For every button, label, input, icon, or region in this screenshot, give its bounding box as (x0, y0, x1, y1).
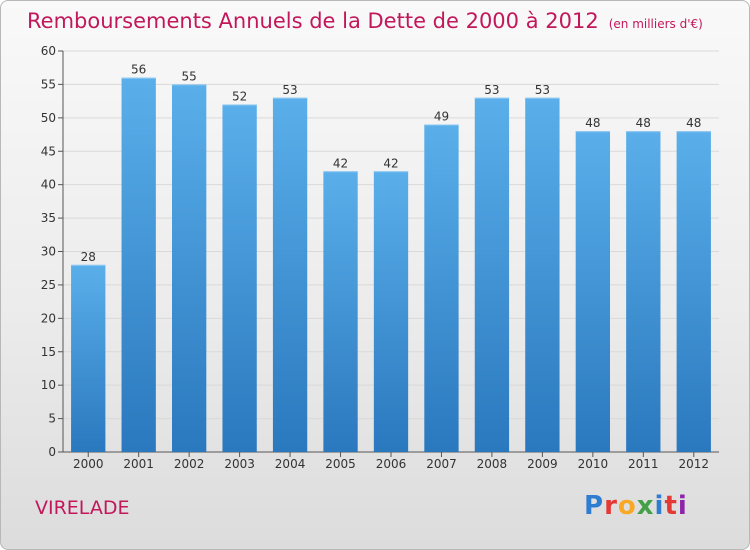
bar-2002 (171, 84, 207, 453)
x-tick-label: 2003 (224, 457, 255, 471)
logo-letter: i (677, 491, 688, 521)
y-tick-label: 20 (41, 311, 56, 325)
y-tick-label: 55 (41, 77, 56, 91)
bar-2010 (575, 131, 611, 452)
bar-2000 (71, 264, 106, 452)
x-tick-label: 2001 (123, 457, 154, 471)
unit-note: (en milliers d'€) (608, 17, 703, 31)
bar-2012 (676, 131, 711, 452)
logo-letter: t (664, 491, 678, 521)
value-label: 53 (282, 83, 297, 97)
x-tick-label: 2000 (73, 457, 104, 471)
x-tick-label: 2009 (527, 457, 558, 471)
bar-2005 (323, 171, 358, 453)
x-tick-label: 2002 (174, 457, 205, 471)
bar-2011 (626, 131, 661, 452)
y-tick-label: 0 (48, 445, 56, 459)
y-tick-label: 5 (48, 412, 56, 426)
x-tick-label: 2005 (325, 457, 356, 471)
value-label: 48 (686, 116, 701, 130)
y-tick-label: 35 (41, 211, 56, 225)
x-tick-label: 2006 (376, 457, 407, 471)
x-tick-label: 2008 (477, 457, 508, 471)
bar-2004 (272, 97, 308, 453)
bar-2008 (474, 97, 510, 453)
logo-letter: P (584, 491, 605, 521)
commune-name: VIRELADE (35, 497, 130, 519)
logo-letter: r (604, 491, 618, 521)
value-label: 42 (383, 156, 398, 170)
value-label: 42 (333, 156, 348, 170)
proxiti-logo: Proxiti (584, 491, 688, 521)
x-tick-label: 2010 (578, 457, 609, 471)
x-tick-label: 2007 (426, 457, 457, 471)
value-label: 55 (182, 69, 197, 83)
value-label: 53 (535, 83, 550, 97)
y-tick-label: 10 (41, 378, 56, 392)
value-label: 48 (585, 116, 600, 130)
x-tick-label: 2012 (678, 457, 709, 471)
logo-letter: x (636, 491, 655, 521)
y-tick-label: 45 (41, 144, 56, 158)
y-tick-label: 15 (41, 345, 56, 359)
logo-letter: o (617, 491, 637, 521)
y-tick-label: 30 (41, 245, 56, 259)
value-labels: 28 56 55 52 53 42 42 49 53 53 48 48 48 (81, 63, 702, 264)
y-tick-label: 50 (41, 111, 56, 125)
x-tick-label: 2004 (275, 457, 306, 471)
y-tick-label: 25 (41, 278, 56, 292)
y-tick-label: 40 (41, 178, 56, 192)
title-text: Remboursements Annuels de la Dette de 20… (27, 9, 599, 33)
logo-letter: i (654, 491, 665, 521)
value-label: 48 (636, 116, 651, 130)
y-tick-label: 60 (41, 44, 56, 58)
x-tick-label: 2011 (628, 457, 659, 471)
bar-2007 (424, 124, 459, 453)
bar-2001 (121, 77, 156, 452)
chart-title: Remboursements Annuels de la Dette de 20… (27, 9, 703, 33)
bar-2003 (222, 104, 257, 452)
value-label: 56 (131, 63, 146, 77)
value-label: 28 (81, 250, 96, 264)
bar-2006 (373, 171, 409, 453)
value-label: 53 (484, 83, 499, 97)
value-label: 49 (434, 110, 449, 124)
tick-labels: 0 5 10 15 20 25 30 35 40 45 50 55 60 2000 2001 2002 2003… (41, 44, 709, 471)
bar-2009 (525, 97, 560, 453)
bars (71, 77, 711, 453)
value-label: 52 (232, 89, 247, 103)
